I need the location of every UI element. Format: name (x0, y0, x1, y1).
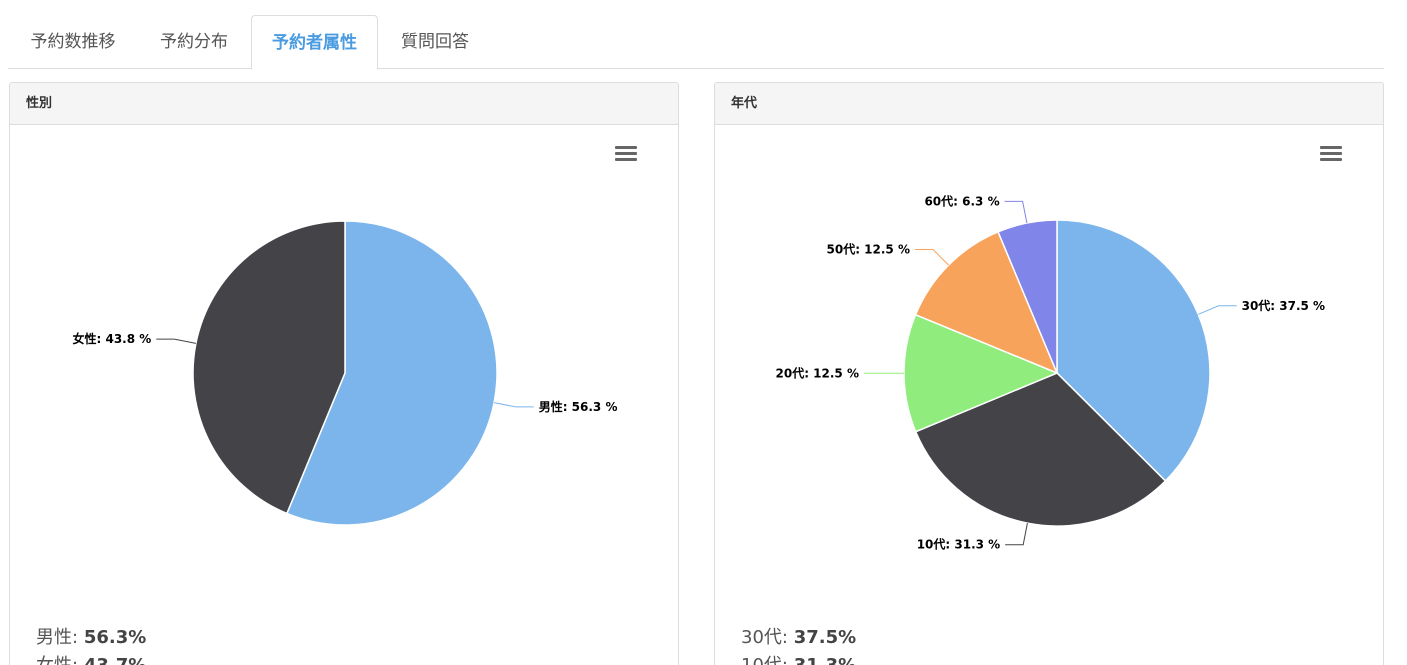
gender-legend: 男性: 56.3% 女性: 43.7% (36, 623, 146, 665)
legend-name: 女性: (36, 655, 78, 665)
pie-connector (1005, 523, 1028, 546)
gender-panel-title: 性別 (10, 83, 678, 125)
pie-connector (1198, 305, 1237, 315)
pie-connector (1004, 200, 1028, 224)
legend-name: 男性: (36, 627, 79, 648)
pie-data-label: 10代: 31.3 % (917, 537, 1001, 552)
tab-bar: 予約数推移 予約分布 予約者属性 質問回答 (8, 15, 1384, 70)
age-panel: 年代 30代: 37.5 % 10代: 31.3 % 20代: 12.5 % 50代:… (714, 82, 1384, 665)
pie-slice-age-2[interactable] (903, 313, 1059, 433)
legend-value: 43.7% (84, 655, 146, 665)
hamburger-menu-icon[interactable] (613, 143, 639, 165)
pie-data-label: 女性: 43.8 % (73, 331, 152, 346)
tab-reservation-distribution[interactable]: 予約分布 (160, 32, 228, 52)
pie-connector (494, 402, 534, 408)
pie-connector (915, 249, 949, 266)
legend-row: 30代: 37.5% (741, 623, 856, 651)
pie-slice-gender-1[interactable] (192, 220, 346, 515)
legend-row: 10代: 31.3% (741, 651, 856, 665)
legend-value: 56.3% (83, 627, 147, 648)
pie-slice-age-0[interactable] (1056, 219, 1211, 482)
age-panel-title: 年代 (715, 83, 1383, 125)
tab-question-answers[interactable]: 質問回答 (401, 32, 469, 52)
pie-data-label: 男性: 56.3 % (539, 399, 618, 414)
hamburger-menu-icon[interactable] (1318, 143, 1344, 165)
pie-slice-gender-0[interactable] (285, 220, 498, 526)
pie-data-label: 20代: 12.5 % (776, 365, 860, 380)
pie-data-label: 60代: 6.3 % (924, 193, 999, 208)
legend-name: 30代: (741, 627, 788, 648)
legend-name: 10代: (741, 655, 788, 665)
tab-reservation-attributes[interactable]: 予約者属性 (251, 15, 378, 70)
legend-row: 男性: 56.3% (36, 623, 146, 651)
tab-reservation-trend[interactable]: 予約数推移 (30, 32, 116, 52)
legend-value: 31.3% (794, 655, 856, 665)
legend-row: 女性: 43.7% (36, 651, 146, 665)
legend-value: 37.5% (793, 627, 857, 648)
pie-connector (156, 338, 196, 344)
gender-pie-chart: 男性: 56.3 % 女性: 43.8 % (73, 220, 618, 526)
gender-panel: 性別 男性: 56.3 % 女性: 43.8 % 男性: 56.3% 女性: 43… (9, 82, 679, 665)
age-legend: 30代: 37.5% 10代: 31.3% (741, 623, 856, 665)
age-pie-chart: 30代: 37.5 % 10代: 31.3 % 20代: 12.5 % 50代: 12… (776, 193, 1326, 552)
pie-data-label: 30代: 37.5 % (1242, 298, 1326, 313)
pie-data-label: 50代: 12.5 % (827, 242, 911, 257)
